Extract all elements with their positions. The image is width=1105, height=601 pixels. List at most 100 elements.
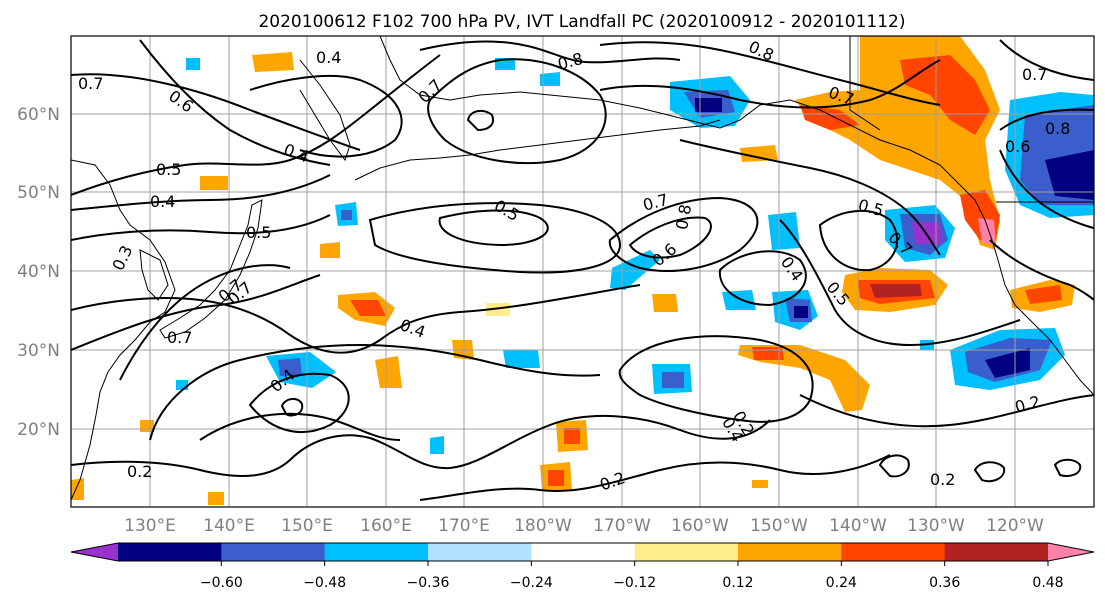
lon-tick-label: 120°W	[986, 516, 1044, 536]
contour-line	[149, 343, 601, 441]
contour-line	[280, 398, 304, 417]
shade-region	[1025, 285, 1062, 304]
contour-line	[438, 209, 549, 247]
contour-line	[799, 394, 1094, 428]
contour-line	[368, 202, 622, 274]
shade-region	[662, 372, 684, 388]
lon-axis: 130°E 140°E 150°E 160°E 170°E 180°W 170°…	[124, 516, 1044, 536]
shade-region	[486, 303, 510, 316]
contour-line	[779, 219, 1021, 347]
contour-line	[199, 412, 401, 441]
lon-tick-label: 170°W	[593, 516, 651, 536]
colorbar-extend-low	[71, 543, 118, 561]
coastline-japan	[159, 199, 263, 339]
contour-label: 0.7	[1022, 65, 1047, 84]
contour-label: 0.5	[246, 223, 271, 242]
lon-tick-label: 160°W	[671, 516, 729, 536]
shade-region	[430, 436, 444, 454]
contour-line	[139, 39, 331, 166]
map-panel: 0.7 0.6 0.4 0.8 0.7 0.8 0.7 0.7 0.5 0.4 …	[71, 36, 1094, 507]
contour-line	[71, 73, 361, 151]
border-canada-alaska	[849, 36, 881, 131]
shade-region	[186, 58, 200, 70]
contour-line	[427, 58, 607, 165]
shade-region	[176, 380, 188, 390]
contour-line	[973, 461, 1006, 483]
shade-region	[200, 176, 228, 190]
contour-line	[249, 74, 403, 158]
colorbar-segment	[221, 543, 326, 561]
colorbar-ticks: −0.60 −0.48 −0.36 −0.24 −0.12 0.12 0.24 0.36 0.4…	[200, 561, 1064, 591]
contour-line	[419, 40, 681, 64]
contour-line	[608, 196, 759, 272]
contour-label: 0.2	[127, 462, 152, 481]
colorbar-segment	[738, 543, 842, 561]
colorbar-tick-label: −0.12	[613, 575, 656, 591]
colorbar-segment	[634, 543, 739, 561]
colorbar-tick-label: −0.36	[407, 575, 450, 591]
coastline-kamchatka	[299, 59, 351, 162]
shade-region	[252, 52, 294, 72]
shade-region	[540, 72, 560, 86]
shade-region	[350, 300, 386, 316]
colorbar-tick-label: 0.36	[929, 575, 960, 591]
shade-region	[548, 470, 564, 486]
shade-region	[695, 98, 722, 112]
lon-tick-label: 130°W	[907, 516, 965, 536]
contour-line	[599, 41, 941, 106]
contour-line	[466, 109, 494, 132]
contour-line	[119, 264, 291, 381]
coastline-alaska	[379, 36, 961, 186]
contour-line	[818, 209, 899, 272]
lat-tick-label: 50°N	[17, 183, 60, 203]
colorbar: −0.60 −0.48 −0.36 −0.24 −0.12 0.12 0.24 0.36 0.4…	[70, 542, 1095, 591]
lat-tick-label: 40°N	[17, 262, 60, 282]
colorbar-segment	[944, 543, 1049, 561]
colorbar-segment	[531, 543, 636, 561]
shade-region	[375, 356, 402, 388]
shade-region	[278, 358, 302, 376]
contour-line	[71, 414, 771, 477]
colorbar-segment	[118, 543, 222, 561]
contour-line	[1053, 458, 1082, 477]
contour-line	[999, 108, 1094, 131]
shade-region	[900, 55, 990, 135]
shade-region	[740, 145, 778, 162]
lon-tick-label: 180°W	[514, 516, 572, 536]
shade-region	[768, 212, 800, 250]
contour-label: 0.4	[150, 192, 175, 211]
shade-region	[140, 420, 154, 432]
contour-line	[599, 59, 941, 109]
shade-region	[794, 306, 808, 318]
colorbar-tick-label: 0.12	[722, 575, 753, 591]
contour-line	[248, 372, 350, 434]
colorbar-segment	[428, 543, 532, 561]
contour-label: 0.4	[316, 48, 341, 67]
contour-line	[71, 174, 331, 211]
contour-line	[419, 454, 891, 501]
colorbar-tick-label: −0.24	[510, 575, 553, 591]
lat-axis: 20°N 30°N 40°N 50°N 60°N	[17, 105, 60, 440]
shade-region	[800, 105, 860, 130]
shade-region	[752, 480, 768, 488]
contour-label: 0.7	[78, 74, 103, 93]
contour-lines	[71, 39, 1094, 501]
contour-line	[878, 454, 910, 478]
colorbar-extend-high	[1048, 543, 1094, 561]
contour-line	[71, 274, 321, 351]
lon-tick-label: 170°E	[438, 516, 490, 536]
shade-region	[985, 348, 1030, 378]
shade-region	[722, 290, 756, 310]
colorbar-segment	[324, 543, 429, 561]
contour-label: 0.2	[930, 470, 955, 489]
colorbar-segment	[841, 543, 946, 561]
shade-region	[652, 294, 678, 312]
colorbar-tick-label: −0.48	[303, 575, 346, 591]
contour-line	[71, 214, 331, 241]
lon-tick-label: 150°E	[281, 516, 333, 536]
shade-region	[71, 478, 84, 500]
colorbar-segments	[71, 543, 1094, 561]
coastline-na-west	[959, 184, 1094, 396]
lon-tick-label: 140°E	[203, 516, 255, 536]
contour-label: 0.5	[156, 160, 181, 179]
